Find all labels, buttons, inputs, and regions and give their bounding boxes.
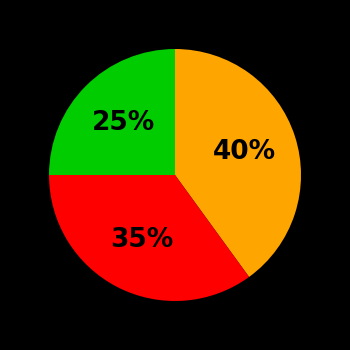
Text: 25%: 25% — [92, 110, 155, 136]
Text: 40%: 40% — [213, 139, 276, 166]
Wedge shape — [49, 175, 249, 301]
Wedge shape — [175, 49, 301, 277]
Wedge shape — [49, 49, 175, 175]
Text: 35%: 35% — [110, 227, 174, 253]
